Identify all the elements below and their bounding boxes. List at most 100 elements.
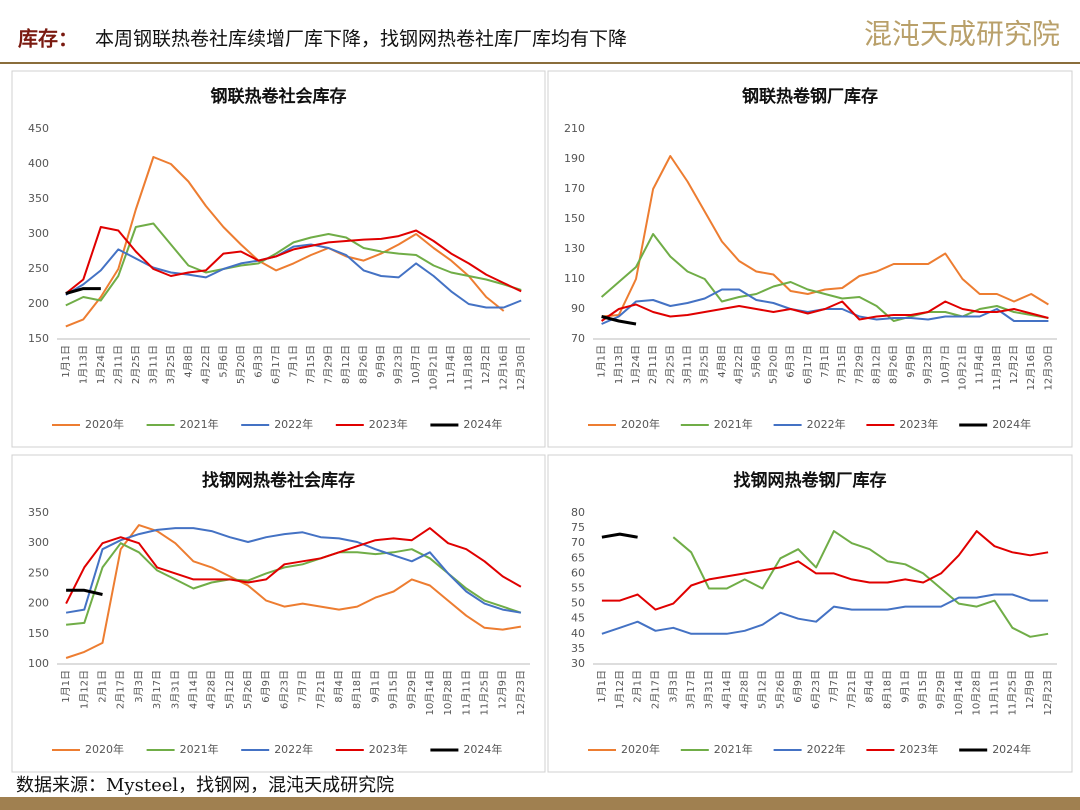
panel [547, 70, 1073, 448]
legend-label: 2022年 [274, 417, 313, 431]
x-tick-label: 9月9日 [905, 345, 917, 378]
x-tick-label: 5月26日 [774, 670, 786, 709]
x-tick-label: 9月1日 [899, 670, 911, 703]
x-tick-label: 6月3日 [252, 345, 264, 378]
x-tick-label: 5月12日 [224, 670, 236, 709]
x-tick-label: 1月1日 [596, 345, 608, 378]
x-tick-label: 5月6日 [750, 345, 762, 378]
legend-label: 2022年 [807, 742, 846, 756]
x-tick-label: 9月9日 [375, 345, 387, 378]
y-tick-label: 130 [564, 242, 585, 255]
panel [11, 70, 546, 448]
x-tick-label: 7月29日 [323, 345, 335, 384]
header-rule [0, 62, 1080, 64]
x-tick-label: 3月25日 [699, 345, 711, 384]
y-tick-label: 35 [571, 642, 585, 655]
x-tick-label: 6月3日 [785, 345, 797, 378]
y-tick-label: 300 [28, 536, 49, 549]
chart-title: 找钢网热卷钢厂库存 [734, 470, 887, 491]
x-tick-label: 9月23日 [393, 345, 405, 384]
y-tick-label: 100 [28, 657, 49, 670]
x-tick-label: 12月30日 [515, 345, 527, 390]
x-tick-label: 11月25日 [479, 670, 491, 715]
x-tick-label: 12月16日 [498, 345, 510, 390]
x-tick-label: 1月24日 [95, 345, 107, 384]
y-tick-label: 65 [571, 551, 585, 564]
series-line [66, 588, 103, 596]
y-tick-label: 40 [571, 627, 585, 640]
x-tick-label: 9月29日 [406, 670, 418, 709]
x-tick-label: 2月25日 [130, 345, 142, 384]
x-tick-label: 1月13日 [613, 345, 625, 384]
y-tick-label: 50 [571, 597, 585, 610]
x-tick-label: 7月21日 [846, 670, 858, 709]
y-tick-label: 70 [571, 536, 585, 549]
x-tick-label: 8月4日 [864, 670, 876, 703]
x-tick-label: 4月8日 [716, 345, 728, 378]
legend-label: 2023年 [369, 742, 408, 756]
y-tick-label: 80 [571, 506, 585, 519]
legend-label: 2021年 [180, 742, 219, 756]
y-tick-label: 200 [28, 597, 49, 610]
x-tick-label: 4月28日 [206, 670, 218, 709]
y-tick-label: 400 [28, 157, 49, 170]
x-tick-label: 10月7日 [410, 345, 422, 384]
x-tick-label: 2月17日 [115, 670, 127, 709]
chart-title: 钢联热卷钢厂库存 [742, 86, 878, 107]
x-tick-label: 7月7日 [828, 670, 840, 703]
x-tick-label: 2月17日 [649, 670, 661, 709]
x-tick-label: 5月26日 [242, 670, 254, 709]
x-tick-label: 12月9日 [497, 670, 509, 709]
x-tick-label: 4月14日 [187, 670, 199, 709]
x-tick-label: 11月4日 [445, 345, 457, 384]
footer-bar [0, 797, 1080, 810]
series-line [672, 530, 1049, 638]
x-tick-label: 11月25日 [1006, 670, 1018, 715]
y-tick-label: 150 [28, 332, 49, 345]
series-line [65, 226, 522, 295]
legend-label: 2021年 [714, 742, 753, 756]
x-tick-label: 12月2日 [480, 345, 492, 384]
legend-label: 2020年 [85, 742, 124, 756]
x-tick-label: 5月12日 [757, 670, 769, 709]
x-tick-label: 5月20日 [767, 345, 779, 384]
series-line [65, 156, 505, 328]
x-tick-label: 5月20日 [235, 345, 247, 384]
series-line [65, 222, 522, 307]
legend-label: 2024年 [463, 417, 502, 431]
legend-label: 2023年 [369, 417, 408, 431]
x-tick-label: 10月21日 [956, 345, 968, 390]
x-tick-label: 7月15日 [836, 345, 848, 384]
x-tick-label: 10月7日 [939, 345, 951, 384]
x-tick-label: 1月12日 [78, 670, 90, 709]
header-title: 本周钢联热卷社库续增厂库下降，找钢网热卷社库厂库均有下降 [95, 28, 627, 50]
legend-label: 2022年 [274, 742, 313, 756]
x-tick-label: 4月22日 [200, 345, 212, 384]
x-tick-label: 9月1日 [369, 670, 381, 703]
series-line [65, 524, 522, 659]
y-tick-label: 150 [564, 212, 585, 225]
series-line [601, 300, 1049, 322]
x-tick-label: 6月23日 [278, 670, 290, 709]
x-tick-label: 9月15日 [917, 670, 929, 709]
series-line [601, 593, 1049, 635]
chart-title: 找钢网热卷社会库存 [202, 470, 355, 491]
x-tick-label: 3月31日 [169, 670, 181, 709]
x-tick-label: 6月9日 [260, 670, 272, 703]
y-tick-label: 90 [571, 302, 585, 315]
x-tick-label: 10月28日 [971, 670, 983, 715]
y-tick-label: 60 [571, 566, 585, 579]
x-tick-label: 12月2日 [1008, 345, 1020, 384]
y-tick-label: 30 [571, 657, 585, 670]
x-tick-label: 11月11日 [460, 670, 472, 715]
x-tick-label: 12月9日 [1024, 670, 1036, 709]
x-tick-label: 1月1日 [60, 670, 72, 703]
chart-title: 钢联热卷社会库存 [211, 86, 347, 107]
y-tick-label: 200 [28, 297, 49, 310]
x-tick-label: 3月11日 [147, 345, 159, 384]
y-tick-label: 350 [28, 506, 49, 519]
y-tick-label: 250 [28, 262, 49, 275]
x-tick-label: 8月18日 [881, 670, 893, 709]
